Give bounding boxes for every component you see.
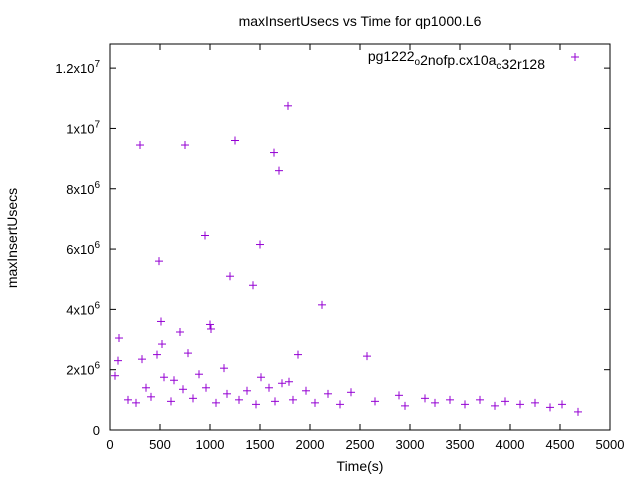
data-point [138, 355, 146, 364]
y-tick-label: 6x106 [66, 240, 100, 257]
data-point [271, 397, 279, 406]
legend-marker [571, 53, 579, 61]
data-point [302, 386, 310, 395]
data-point [202, 383, 210, 392]
data-point [491, 401, 499, 410]
y-tick-label: 1.2x107 [55, 59, 100, 76]
data-point [347, 388, 355, 397]
data-point [289, 395, 297, 404]
y-tick-label: 8x106 [66, 180, 100, 197]
data-point [201, 231, 209, 240]
data-point [421, 394, 429, 403]
data-point [294, 350, 302, 359]
x-tick-label: 2000 [296, 437, 325, 452]
data-point [401, 401, 409, 410]
x-tick-label: 2500 [346, 437, 375, 452]
data-point [516, 400, 524, 409]
data-point [278, 379, 286, 388]
data-point [546, 403, 554, 412]
data-point [363, 352, 371, 361]
data-point [157, 317, 165, 326]
data-point [318, 300, 326, 309]
data-point [252, 400, 260, 409]
y-tick-label: 1x107 [66, 119, 100, 136]
data-point [446, 395, 454, 404]
data-point [231, 136, 239, 145]
legend-label: pg1222o2nofp.cx10ac32r128 [368, 48, 545, 72]
data-point [531, 398, 539, 407]
data-point [574, 407, 582, 416]
plot-frame [109, 43, 611, 431]
data-point [167, 397, 175, 406]
data-point [207, 324, 215, 333]
data-point [111, 371, 119, 380]
data-point [395, 391, 403, 400]
data-point [476, 395, 484, 404]
data-point [179, 385, 187, 394]
data-point [249, 281, 257, 290]
data-point [195, 370, 203, 379]
data-point [184, 349, 192, 358]
data-point [132, 398, 140, 407]
x-tick-label: 3500 [446, 437, 475, 452]
data-point [371, 397, 379, 406]
data-point [235, 395, 243, 404]
data-point [265, 383, 273, 392]
data-point [181, 141, 189, 150]
data-point [147, 392, 155, 401]
data-point [324, 389, 332, 398]
data-point [285, 377, 293, 386]
legend: pg1222o2nofp.cx10ac32r128 [368, 48, 579, 72]
data-point [170, 376, 178, 385]
legend-plus-marker [571, 53, 579, 61]
data-point [256, 240, 264, 249]
y-tick-label: 4x106 [66, 300, 100, 317]
data-point [501, 397, 509, 406]
axis-ticks: 0 500 1000 1500 2000 2500 3000 3500 4000 4500 5000… [55, 44, 624, 452]
data-point [153, 350, 161, 359]
x-tick-label: 4000 [496, 437, 525, 452]
data-point [243, 386, 251, 395]
data-point [189, 394, 197, 403]
data-point [220, 364, 228, 373]
data-point [461, 400, 469, 409]
data-point [223, 389, 231, 398]
data-point [176, 327, 184, 336]
data-points [111, 101, 582, 416]
data-point [136, 141, 144, 150]
data-point [311, 398, 319, 407]
chart-title: maxInsertUsecs vs Time for qp1000.L6 [239, 13, 482, 29]
data-point [142, 383, 150, 392]
data-point [115, 334, 123, 343]
x-tick-label: 3000 [396, 437, 425, 452]
x-axis-title: Time(s) [337, 458, 384, 474]
x-tick-label: 4500 [546, 437, 575, 452]
x-tick-label: 1000 [196, 437, 225, 452]
data-point [212, 398, 220, 407]
data-point [226, 272, 234, 281]
x-tick-label: 500 [149, 437, 171, 452]
y-axis-title: maxInsertUsecs [4, 188, 20, 288]
data-point [155, 257, 163, 266]
x-tick-label: 1500 [246, 437, 275, 452]
data-point [206, 320, 214, 329]
data-point [114, 356, 122, 365]
data-point [158, 340, 166, 349]
data-point [124, 395, 132, 404]
data-point [275, 166, 283, 175]
y-tick-label: 2x106 [66, 361, 100, 378]
data-point [336, 400, 344, 409]
data-point [558, 400, 566, 409]
data-point [270, 148, 278, 157]
data-point [431, 398, 439, 407]
data-point [160, 373, 168, 382]
data-point [284, 101, 292, 110]
data-point [257, 373, 265, 382]
y-tick-label: 0 [93, 423, 100, 438]
x-tick-label: 5000 [596, 437, 625, 452]
x-tick-label: 0 [106, 437, 113, 452]
